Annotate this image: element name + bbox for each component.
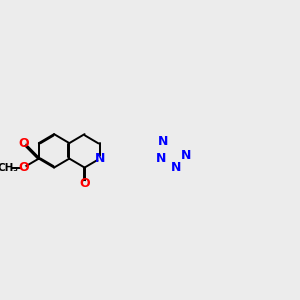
- Text: N: N: [156, 152, 166, 165]
- Circle shape: [22, 142, 25, 145]
- Circle shape: [6, 166, 10, 170]
- Text: N: N: [158, 135, 169, 148]
- Circle shape: [98, 157, 101, 160]
- Circle shape: [162, 140, 165, 143]
- Circle shape: [184, 154, 188, 158]
- Circle shape: [22, 166, 25, 169]
- Text: O: O: [18, 161, 29, 174]
- Text: N: N: [181, 149, 191, 162]
- Text: N: N: [171, 161, 181, 174]
- Text: O: O: [79, 177, 90, 190]
- Circle shape: [159, 157, 163, 160]
- Circle shape: [83, 182, 86, 185]
- Text: O: O: [18, 136, 29, 150]
- Circle shape: [175, 166, 178, 169]
- Text: CH₃: CH₃: [0, 163, 19, 172]
- Text: N: N: [94, 152, 105, 165]
